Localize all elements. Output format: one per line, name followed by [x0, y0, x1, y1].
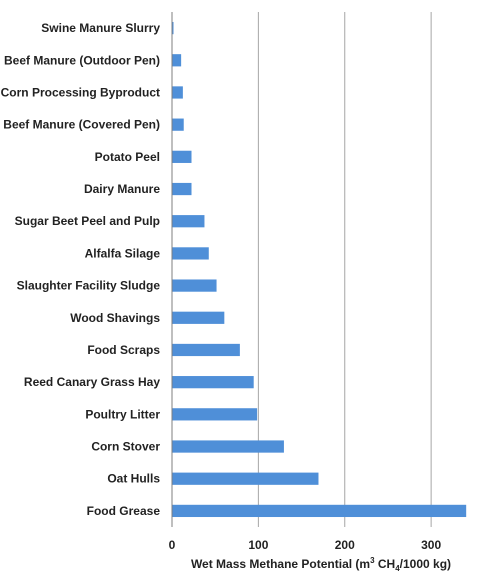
- category-label: Beef Manure (Outdoor Pen): [4, 53, 160, 67]
- x-tick-label: 200: [335, 538, 355, 552]
- category-label: Wood Shavings: [70, 311, 160, 325]
- category-labels: Swine Manure Slurry Beef Manure (Outdoor …: [1, 21, 161, 518]
- bar: [172, 408, 258, 421]
- category-label: Food Grease: [87, 504, 161, 518]
- bar: [172, 215, 205, 228]
- x-axis-title-prefix: Wet Mass Methane Potential (m: [191, 557, 370, 571]
- category-label: Corn Processing Byproduct: [1, 85, 160, 99]
- gridlines: [257, 12, 432, 527]
- category-label: Alfalfa Silage: [85, 246, 161, 260]
- x-tick-label: 100: [248, 538, 268, 552]
- bar: [172, 343, 240, 357]
- category-label: Potato Peel: [95, 150, 160, 164]
- bar: [172, 21, 174, 35]
- x-tick-labels: 0 100 200 300: [169, 538, 442, 552]
- category-label: Food Scraps: [87, 343, 160, 357]
- x-axis-title-mid: CH: [375, 557, 396, 571]
- x-axis-title-suffix: /1000 kg): [400, 557, 451, 571]
- category-label: Sugar Beet Peel and Pulp: [15, 214, 160, 228]
- bar: [172, 247, 209, 260]
- category-label: Reed Canary Grass Hay: [24, 375, 160, 389]
- bar: [172, 182, 192, 196]
- bar: [172, 150, 192, 163]
- x-axis-title-sup: 3: [370, 556, 375, 565]
- x-tick-label: 0: [169, 538, 176, 552]
- bar: [172, 118, 184, 131]
- x-axis-title-sub: 4: [395, 564, 400, 573]
- category-label: Slaughter Facility Sludge: [17, 279, 161, 293]
- category-label: Poultry Litter: [85, 407, 160, 421]
- x-axis-title: Wet Mass Methane Potential (m3 CH4/1000 …: [191, 556, 451, 573]
- bar: [172, 86, 183, 99]
- bar: [172, 279, 217, 292]
- category-label: Dairy Manure: [84, 182, 160, 196]
- bar: [172, 440, 284, 453]
- x-tick-label: 300: [421, 538, 441, 552]
- category-label: Beef Manure (Covered Pen): [3, 118, 160, 132]
- bar: [172, 504, 467, 518]
- bar: [172, 54, 182, 67]
- bar: [172, 376, 254, 389]
- category-label: Oat Hulls: [107, 472, 160, 486]
- bars: [172, 21, 467, 518]
- category-label: Corn Stover: [91, 440, 160, 454]
- bar: [172, 311, 225, 324]
- bar: [172, 472, 319, 485]
- category-label: Swine Manure Slurry: [41, 21, 160, 35]
